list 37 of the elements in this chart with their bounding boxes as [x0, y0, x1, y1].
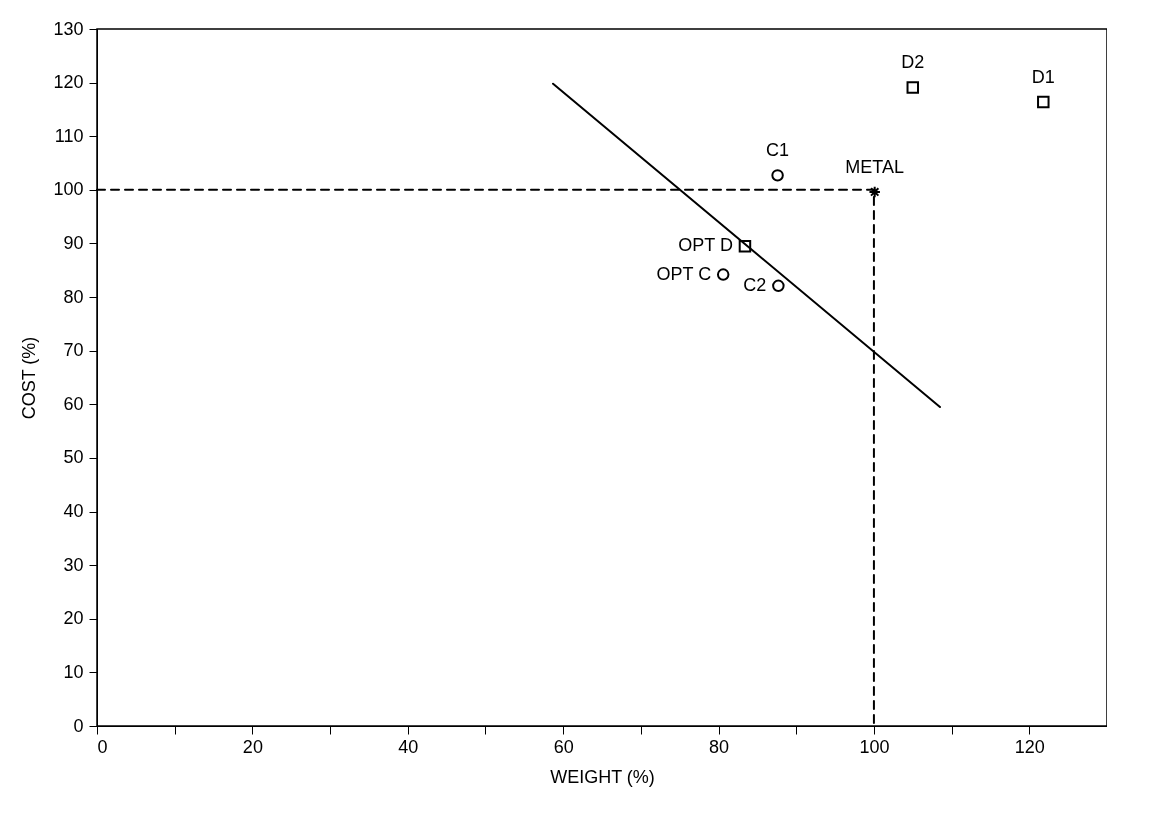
y-tick-label: 120	[53, 72, 84, 93]
x-tick-label: 120	[1014, 736, 1045, 757]
point	[906, 81, 920, 94]
y-tick-label: 20	[63, 608, 84, 629]
y-tick-label: 110	[54, 125, 84, 146]
y-tick-label: 80	[63, 286, 84, 307]
y-tick-label: 90	[63, 232, 84, 253]
y-tick-label: 70	[63, 340, 84, 361]
point	[1037, 95, 1050, 109]
y-tick-label: 40	[63, 501, 84, 522]
point	[771, 169, 784, 182]
point	[738, 239, 752, 253]
y-tick-label: 100	[53, 179, 84, 200]
annotation: OPT D	[678, 235, 733, 256]
annotation: D2	[901, 52, 925, 73]
y-tick-label: 30	[63, 554, 84, 575]
annotation: C2	[743, 274, 767, 295]
x-tick-label: 40	[398, 736, 419, 757]
x-tick-label: 0	[97, 736, 108, 757]
y-tick-label: 130	[53, 18, 84, 39]
annotation: C1	[766, 140, 790, 161]
y-axis-title: COST (%)	[19, 336, 40, 420]
annotation: OPT C	[656, 263, 712, 284]
annotation: D1	[1031, 66, 1055, 87]
y-tick-label: 60	[63, 393, 84, 414]
x-tick-label: 80	[709, 736, 730, 757]
y-tick-label: 50	[63, 447, 84, 468]
point	[868, 185, 881, 199]
x-tick-label: 20	[242, 736, 263, 757]
y-tick-label: 10	[63, 661, 84, 682]
point	[772, 279, 785, 293]
x-axis-title: WEIGHT (%)	[550, 766, 655, 787]
point	[716, 268, 730, 281]
x-tick-label: 60	[553, 736, 574, 757]
annotation: METAL	[845, 156, 905, 177]
y-tick-label: 0	[73, 715, 84, 736]
x-tick-label: 100	[859, 736, 890, 757]
